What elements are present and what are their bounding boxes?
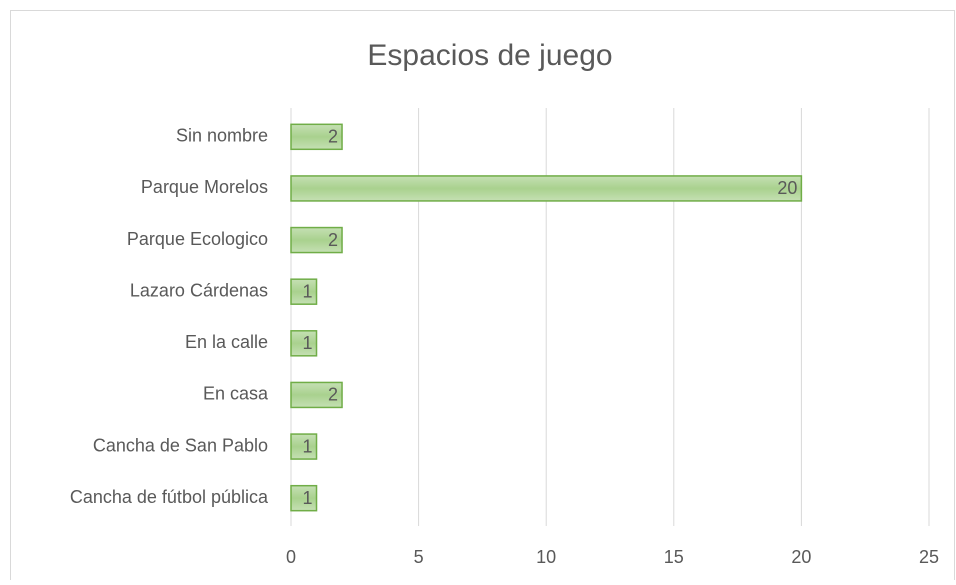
bar bbox=[290, 330, 318, 357]
y-tick-label: Sin nombre bbox=[176, 126, 268, 146]
data-label: 1 bbox=[303, 281, 313, 301]
y-tick-label: Parque Morelos bbox=[141, 177, 268, 197]
x-tick-label: 20 bbox=[791, 547, 811, 567]
x-tick-label: 25 bbox=[919, 547, 939, 567]
data-label: 2 bbox=[328, 230, 338, 250]
y-tick-label: En la calle bbox=[185, 332, 268, 352]
x-tick-label: 15 bbox=[664, 547, 684, 567]
y-tick-label: Lazaro Cárdenas bbox=[130, 280, 268, 300]
data-label: 1 bbox=[303, 333, 313, 353]
bar bbox=[290, 433, 318, 460]
y-tick-label: Cancha de San Pablo bbox=[93, 435, 268, 455]
data-label: 1 bbox=[303, 436, 313, 456]
bar bbox=[290, 484, 318, 512]
x-tick-label: 0 bbox=[286, 547, 296, 567]
data-label: 2 bbox=[328, 385, 338, 405]
bar bbox=[290, 381, 343, 409]
data-label: 2 bbox=[328, 127, 338, 147]
y-tick-label: En casa bbox=[203, 384, 269, 404]
bar bbox=[290, 123, 343, 151]
y-tick-label: Parque Ecologico bbox=[127, 229, 268, 249]
chart-border bbox=[10, 10, 955, 585]
bar bbox=[290, 226, 343, 254]
data-label: 20 bbox=[777, 178, 797, 198]
x-tick-label: 10 bbox=[536, 547, 556, 567]
y-tick-label: Cancha de fútbol pública bbox=[70, 487, 269, 507]
chart-title: Espacios de juego bbox=[367, 39, 612, 72]
bar bbox=[290, 175, 803, 202]
x-tick-label: 5 bbox=[414, 547, 424, 567]
bar bbox=[290, 278, 318, 305]
data-label: 1 bbox=[303, 488, 313, 508]
